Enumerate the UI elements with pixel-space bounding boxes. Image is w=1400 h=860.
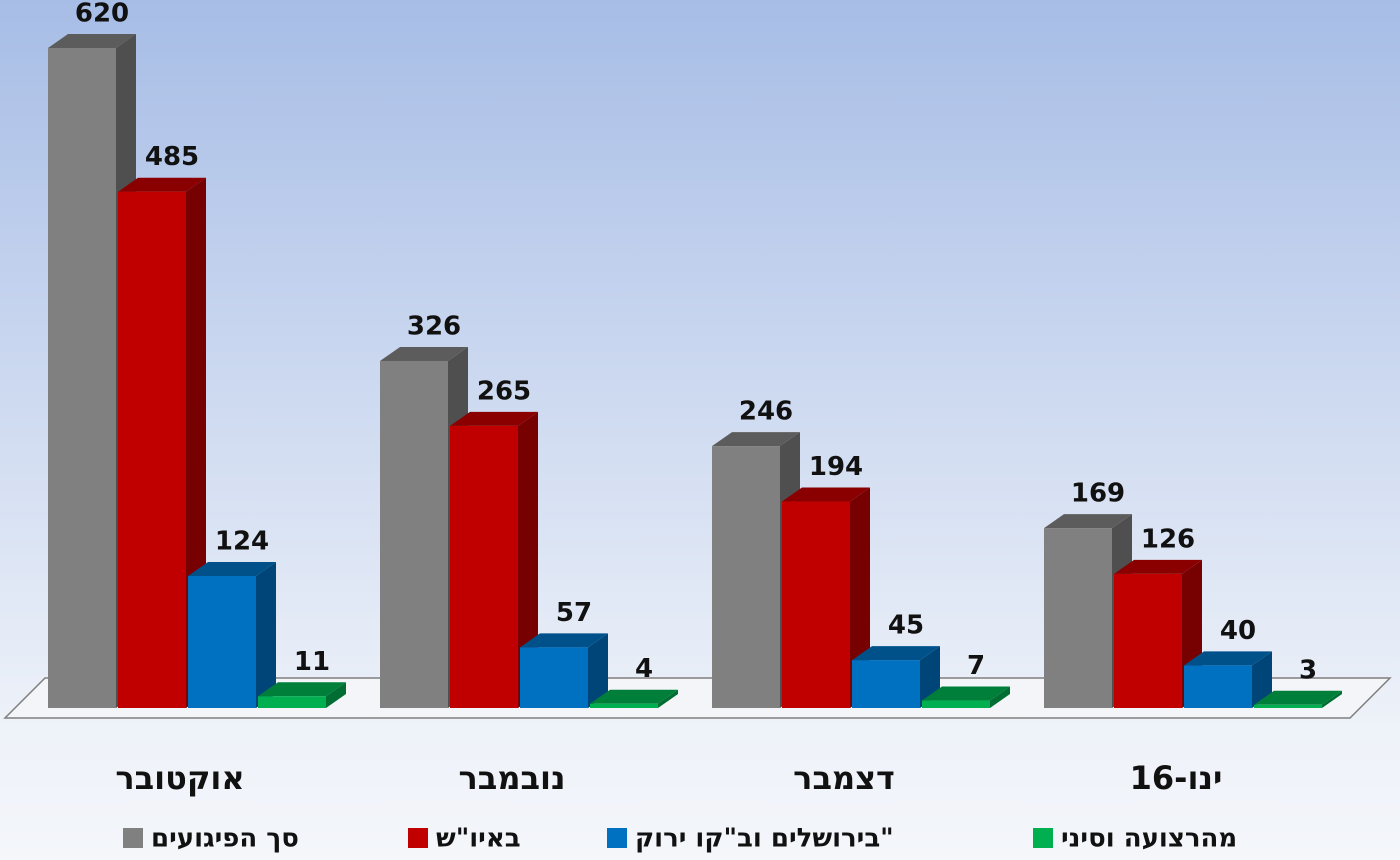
bar <box>1254 704 1322 708</box>
bar-top <box>48 34 136 48</box>
bar-top <box>852 646 940 661</box>
value-label: 4 <box>635 654 653 684</box>
value-label: 126 <box>1141 524 1195 554</box>
bar <box>118 191 186 709</box>
value-label: 7 <box>967 651 985 681</box>
bar <box>1114 573 1182 708</box>
bar-top <box>590 689 678 704</box>
value-label: 326 <box>407 311 461 341</box>
bar-top <box>922 686 1010 701</box>
value-label: 45 <box>888 611 924 641</box>
bar-side <box>1252 651 1272 708</box>
legend-label: סך הפיגועים <box>151 824 299 854</box>
legend-swatch <box>408 828 428 848</box>
value-label: 124 <box>215 527 269 557</box>
bar-side <box>658 689 678 708</box>
value-label: 194 <box>809 452 863 482</box>
bar-top <box>188 562 276 576</box>
bar <box>712 446 780 708</box>
bar-side <box>1322 690 1342 708</box>
bar-top <box>712 432 800 447</box>
bar-side <box>990 686 1010 708</box>
bar-top <box>1044 514 1132 529</box>
bar-top <box>450 411 538 426</box>
bar <box>782 501 850 708</box>
value-label: 485 <box>145 142 199 172</box>
bar <box>852 660 920 708</box>
value-label: 3 <box>1299 655 1317 685</box>
bar <box>520 647 588 708</box>
value-label: 265 <box>477 376 531 406</box>
bar-side <box>518 411 538 708</box>
legend-label: בירושלים וב"קו ירוק" <box>635 824 894 854</box>
bar-top <box>782 487 870 502</box>
value-label: 246 <box>739 397 793 427</box>
value-label: 169 <box>1071 479 1125 509</box>
bar-top <box>118 177 206 192</box>
x-tick-label: דצמבר <box>793 759 895 797</box>
bar-top <box>258 682 346 697</box>
bar-top <box>1254 690 1342 705</box>
bar-side <box>256 562 276 708</box>
bar <box>922 700 990 708</box>
floor <box>3 677 1392 719</box>
x-tick-label: ינו-16 <box>1130 759 1223 797</box>
value-label: 57 <box>556 598 592 628</box>
bar-side <box>588 633 608 708</box>
bar <box>48 48 116 708</box>
legend-swatch <box>607 828 627 848</box>
bar <box>258 696 326 708</box>
legend-label: באיו"ש <box>436 824 521 854</box>
value-label: 40 <box>1220 616 1256 646</box>
legend-swatch <box>1033 828 1053 848</box>
bar <box>450 425 518 708</box>
value-label: 620 <box>75 0 129 29</box>
bar <box>590 703 658 708</box>
legend-label: מהרצועה וסיני <box>1061 824 1237 854</box>
bar <box>1044 528 1112 708</box>
bar-top <box>1114 559 1202 574</box>
bar-side <box>326 682 346 708</box>
bar-top <box>520 633 608 648</box>
x-tick-label: נובמבר <box>459 759 566 797</box>
x-tick-label: אוקטובר <box>115 759 244 797</box>
legend-swatch <box>123 828 143 848</box>
bar-top <box>380 346 468 361</box>
bar <box>188 576 256 708</box>
bar-top <box>1184 651 1272 666</box>
value-label: 11 <box>294 647 330 677</box>
bar <box>1184 665 1252 708</box>
bar <box>380 360 448 708</box>
